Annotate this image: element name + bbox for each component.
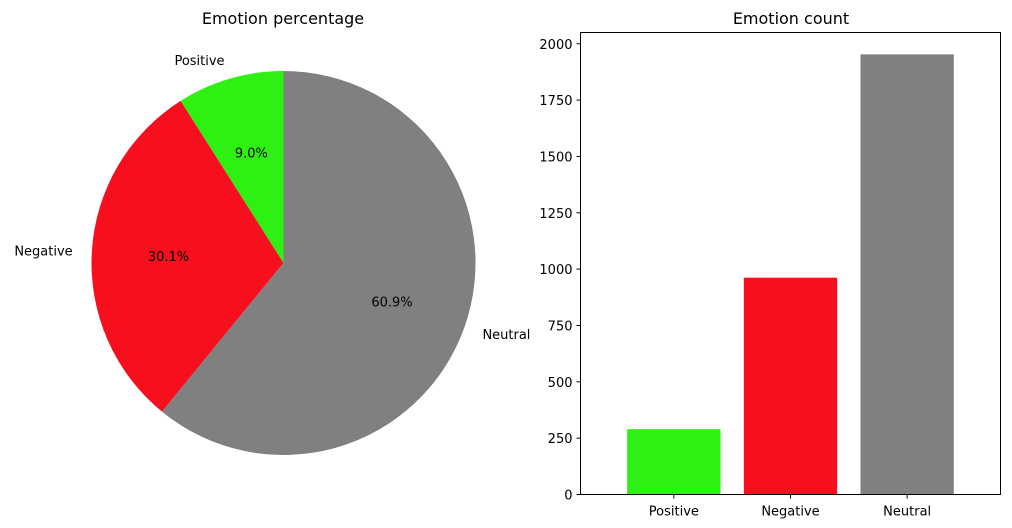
pie-label-negative: Negative <box>14 244 72 259</box>
y-tick-label: 1750 <box>539 94 572 109</box>
pie-pct-negative: 30.1% <box>148 250 189 265</box>
bar-negative <box>743 277 838 495</box>
pie-label-positive: Positive <box>174 54 224 69</box>
bar-positive <box>627 429 721 495</box>
y-tick-label: 1500 <box>539 150 572 165</box>
y-tick-label: 1250 <box>539 207 572 222</box>
pie-slices <box>91 71 476 455</box>
y-tick-label: 2000 <box>539 38 572 53</box>
x-tick-label-negative: Negative <box>761 505 819 520</box>
x-tick-label-positive: Positive <box>649 505 699 520</box>
y-tick-label: 500 <box>548 376 573 391</box>
x-tick-label-neutral: Neutral <box>883 505 931 520</box>
pie-labels: Positive Negative Neutral <box>14 54 530 343</box>
pie-slice-positive <box>180 71 284 263</box>
y-tick-label: 1000 <box>539 263 572 278</box>
y-tick-label: 0 <box>564 489 572 504</box>
pie-pct-neutral: 60.9% <box>371 296 412 311</box>
bar-bars <box>627 54 954 495</box>
pie-slice-neutral <box>162 71 476 455</box>
pie-label-neutral: Neutral <box>482 328 530 343</box>
bar-chart-panel: Emotion count 0 250 500 750 1000 1250 1500 1750… <box>539 9 1001 520</box>
bar-chart-title: Emotion count <box>733 9 849 28</box>
pie-percentage-labels: 9.0% 30.1% 60.9% <box>148 146 413 310</box>
pie-slice-negative <box>91 100 284 412</box>
pie-pct-positive: 9.0% <box>235 146 268 161</box>
pie-chart-title: Emotion percentage <box>202 9 364 28</box>
bar-neutral <box>860 54 954 495</box>
y-tick-label: 250 <box>548 432 573 447</box>
bar-x-axis: Positive Negative Neutral <box>649 494 931 520</box>
y-tick-label: 750 <box>548 319 573 334</box>
bar-y-axis: 0 250 500 750 1000 1250 1500 1750 2000 <box>539 38 581 504</box>
pie-chart-panel: Emotion percentage Positive Negative Neutr… <box>14 9 530 455</box>
